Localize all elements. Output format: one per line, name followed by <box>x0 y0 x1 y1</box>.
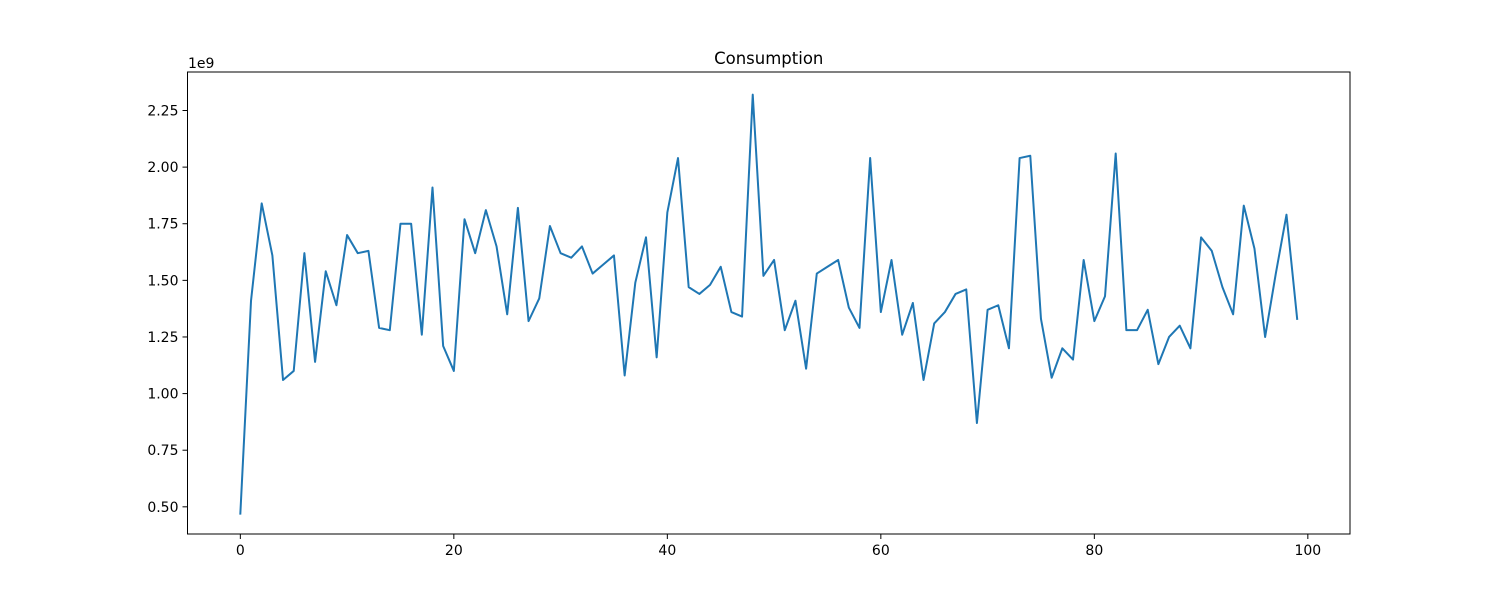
x-tick-label: 80 <box>1085 543 1103 559</box>
plot-line-layer <box>239 93 1299 515</box>
x-tick-label: 40 <box>658 543 676 559</box>
x-tick-label: 20 <box>445 543 463 559</box>
y-tick-label: 1.50 <box>147 273 178 289</box>
axes-frame <box>187 71 1351 535</box>
y-tick-label: 0.75 <box>147 443 178 459</box>
x-tick-label: 60 <box>872 543 890 559</box>
x-tick-label: 0 <box>236 543 245 559</box>
y-tick-label: 0.50 <box>147 500 178 516</box>
ticks-layer: 0 20 40 60 80 100 0.50 0.75 1.00 1.25 1.50 1.75 2.00… <box>147 104 1321 560</box>
y-tick-label: 2.00 <box>147 160 178 176</box>
chart-title: Consumption <box>714 49 823 68</box>
y-axis-offset-label: 1e9 <box>188 56 214 72</box>
y-tick-label: 1.00 <box>147 387 178 403</box>
y-tick-label: 1.75 <box>147 217 178 233</box>
y-tick-label: 1.25 <box>147 330 178 346</box>
y-tick-label: 2.25 <box>147 104 178 120</box>
x-tick-label: 100 <box>1294 543 1321 559</box>
series-line-0 <box>239 93 1299 515</box>
